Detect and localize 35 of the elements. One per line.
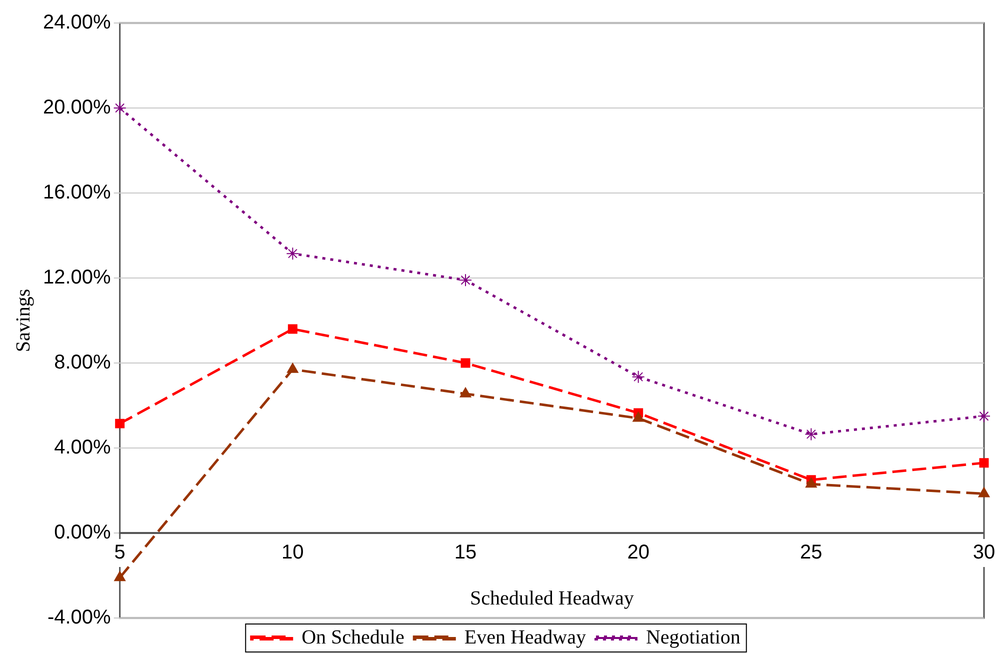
point — [632, 370, 645, 384]
y-tick-label: 12.00% — [42, 266, 112, 289]
y-tick-label: 20.00% — [42, 96, 112, 119]
point — [115, 418, 125, 428]
y-tick-label: 16.00% — [42, 182, 112, 204]
point — [804, 428, 818, 441]
point — [632, 412, 644, 422]
point — [979, 458, 989, 468]
x-tick-label: 5 — [114, 542, 126, 564]
legend-label: Even Headway — [464, 626, 586, 648]
y-tick-label: 0.00% — [54, 522, 112, 544]
point — [805, 478, 817, 488]
point — [460, 387, 472, 398]
point — [978, 410, 990, 423]
y-tick-label: -4.00% — [47, 606, 112, 629]
point — [113, 102, 126, 114]
x-tick-label: 10 — [282, 542, 304, 564]
point — [286, 362, 298, 373]
x-tick-label: 30 — [972, 542, 995, 564]
y-axis-title: Savings — [12, 288, 34, 352]
x-axis-title: Scheduled Headway — [470, 587, 634, 610]
legend-label: On Schedule — [302, 626, 404, 648]
x-tick-label: 20 — [627, 542, 650, 564]
x-tick-label: 15 — [454, 542, 477, 564]
y-tick-label: 4.00% — [54, 436, 112, 459]
point — [286, 247, 300, 260]
point — [460, 358, 470, 368]
legend-label: Negotiation — [646, 626, 740, 648]
y-tick-label: 8.00% — [54, 352, 112, 374]
point — [978, 487, 990, 498]
point — [459, 274, 472, 287]
y-tick-label: 24.00% — [42, 12, 112, 34]
point — [114, 571, 126, 582]
point — [288, 324, 298, 334]
x-tick-label: 25 — [800, 542, 822, 564]
